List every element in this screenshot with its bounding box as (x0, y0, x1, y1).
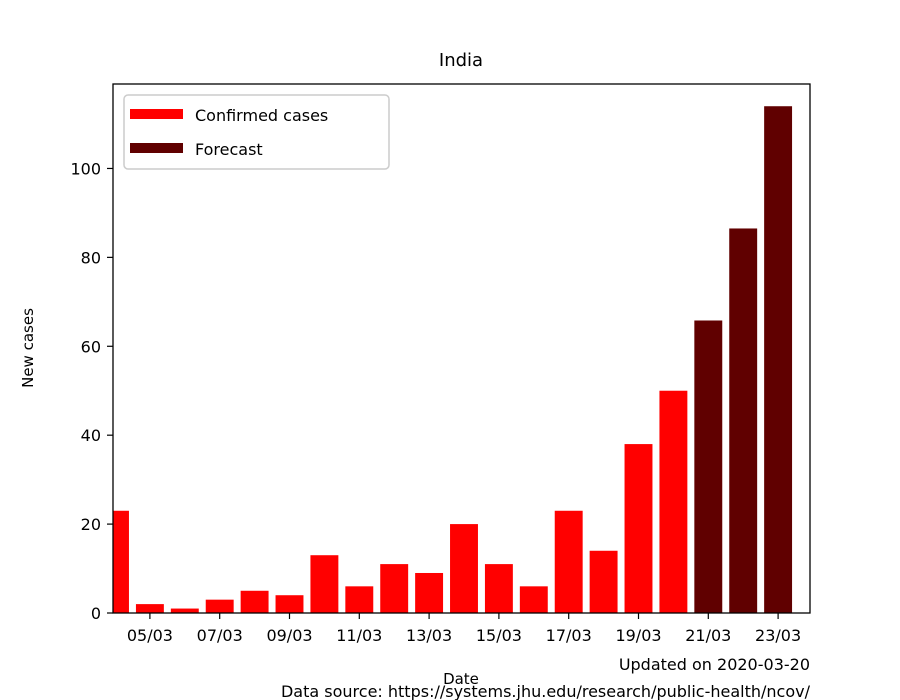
x-tick-label: 13/03 (406, 626, 452, 645)
x-axis-label: Date (443, 670, 479, 688)
confirmed-bar-2020-03-11 (345, 586, 374, 613)
x-tick-label: 21/03 (685, 626, 731, 645)
y-axis-ticks: 0 20 40 60 80 100 (70, 159, 113, 623)
y-tick-label: 20 (81, 515, 101, 534)
forecast-bar-2020-03-22 (729, 228, 758, 613)
confirmed-bar-2020-03-16 (519, 586, 548, 613)
confirmed-bar-2020-03-19 (624, 444, 653, 613)
confirmed-bar-2020-03-17 (554, 510, 583, 613)
x-tick-label: 15/03 (476, 626, 522, 645)
x-axis-ticks: 05/03 07/03 09/03 11/03 13/03 15/03 17/03 19/03… (127, 613, 801, 645)
updated-note: Updated on 2020-03-20 (619, 655, 810, 674)
legend-label-forecast: Forecast (195, 140, 263, 159)
x-tick-label: 23/03 (755, 626, 801, 645)
legend-frame (123, 94, 390, 170)
x-tick-label: 11/03 (336, 626, 382, 645)
plot-frame (112, 83, 811, 614)
forecast-bar-2020-03-23 (764, 106, 793, 613)
legend-label-confirmed: Confirmed cases (195, 106, 328, 125)
confirmed-bar-2020-03-09 (275, 595, 304, 613)
y-tick-label: 40 (81, 426, 101, 445)
confirmed-bar-2020-03-12 (380, 564, 409, 613)
y-tick-label: 60 (81, 337, 101, 356)
confirmed-bar-2020-03-14 (450, 524, 478, 613)
y-tick-label: 0 (91, 604, 101, 623)
confirmed-bar-2020-03-18 (589, 550, 618, 613)
forecast-bar-2020-03-21 (694, 320, 723, 613)
legend-swatch-confirmed (130, 109, 183, 119)
data-source-note: Data source: https://systems.jhu.edu/res… (281, 682, 811, 700)
confirmed-bar-2020-03-20 (659, 390, 688, 613)
confirmed-bar-2020-03-15 (484, 564, 513, 613)
confirmed-bar-2020-03-04 (113, 510, 129, 613)
chart-title: India (439, 50, 483, 71)
x-tick-label: 19/03 (615, 626, 661, 645)
bars-group (113, 106, 793, 613)
x-tick-label: 17/03 (546, 626, 592, 645)
x-tick-label: 07/03 (197, 626, 243, 645)
confirmed-bar-2020-03-13 (415, 572, 444, 613)
legend-swatch-forecast (130, 143, 183, 153)
x-tick-label: 05/03 (127, 626, 173, 645)
legend: Confirmed cases Forecast (123, 94, 390, 170)
y-tick-label: 100 (70, 159, 101, 178)
x-tick-label: 09/03 (266, 626, 312, 645)
y-axis-label: New cases (19, 308, 37, 388)
confirmed-bar-2020-03-07 (205, 599, 234, 613)
y-tick-label: 80 (81, 248, 101, 267)
confirmed-bar-2020-03-08 (240, 590, 269, 613)
confirmed-bar-2020-03-05 (135, 604, 164, 613)
confirmed-bar-2020-03-06 (170, 608, 199, 613)
confirmed-bar-2020-03-10 (310, 555, 339, 613)
